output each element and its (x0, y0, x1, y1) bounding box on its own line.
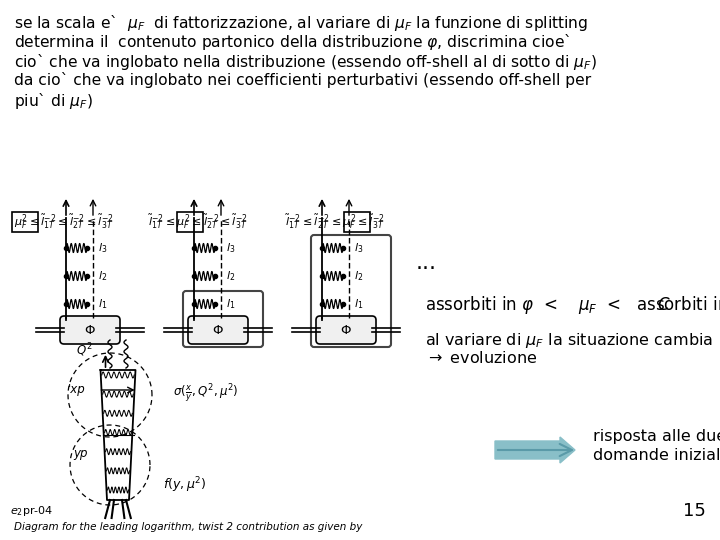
FancyArrow shape (495, 437, 575, 463)
FancyBboxPatch shape (316, 316, 376, 344)
Text: $Q^2$: $Q^2$ (76, 341, 93, 359)
Text: $\mu_F^2 \leq \tilde{l}_{1T}^{-2} \leq \tilde{l}_{2T}^{-2} \leq \tilde{l}_{3T}^{: $\mu_F^2 \leq \tilde{l}_{1T}^{-2} \leq \… (14, 213, 114, 231)
Text: al variare di $\mu_F$ la situazione cambia: al variare di $\mu_F$ la situazione camb… (425, 330, 713, 349)
Text: 'xp: 'xp (68, 383, 86, 396)
FancyBboxPatch shape (60, 316, 120, 344)
Text: $l_3$: $l_3$ (226, 241, 235, 255)
Text: $f(y, \mu^2)$: $f(y, \mu^2)$ (163, 475, 207, 495)
Text: risposta alle due: risposta alle due (593, 429, 720, 443)
Text: $l_3$: $l_3$ (98, 241, 107, 255)
Text: $\sigma(\frac{x}{y}, Q^2, \mu^2)$: $\sigma(\frac{x}{y}, Q^2, \mu^2)$ (173, 382, 238, 404)
FancyBboxPatch shape (188, 316, 248, 344)
Text: ...: ... (416, 253, 437, 273)
Text: $\rightarrow$ evoluzione: $\rightarrow$ evoluzione (425, 350, 537, 366)
Text: cio` che va inglobato nella distribuzione (essendo off-shell al di sotto di $\mu: cio` che va inglobato nella distribuzion… (14, 52, 597, 72)
Text: yp: yp (73, 447, 88, 460)
Text: $C$: $C$ (657, 296, 670, 314)
Text: $l_2$: $l_2$ (98, 269, 107, 283)
Text: $\Phi$: $\Phi$ (84, 323, 96, 336)
Text: piu` di $\mu_F$): piu` di $\mu_F$) (14, 91, 93, 111)
Text: $e_2$pr-04: $e_2$pr-04 (10, 504, 53, 518)
Text: $\Phi$: $\Phi$ (340, 323, 352, 336)
Text: $l_2$: $l_2$ (354, 269, 363, 283)
Text: $l_1$: $l_1$ (226, 297, 235, 311)
Text: se la scala e`  $\mu_F$  di fattorizzazione, al variare di $\mu_F$ la funzione d: se la scala e` $\mu_F$ di fattorizzazion… (14, 13, 588, 33)
Text: 15: 15 (683, 502, 706, 520)
Text: da cio` che va inglobato nei coefficienti perturbativi (essendo off-shell per: da cio` che va inglobato nei coefficient… (14, 71, 591, 87)
Text: assorbiti in $\varphi$  <    $\mu_F$  <   assorbiti in: assorbiti in $\varphi$ < $\mu_F$ < assor… (425, 294, 720, 316)
Text: $l_1$: $l_1$ (98, 297, 107, 311)
Text: Diagram for the leading logarithm, twist 2 contribution as given by: Diagram for the leading logarithm, twist… (14, 522, 362, 532)
Text: $l_1$: $l_1$ (354, 297, 364, 311)
Text: $l_2$: $l_2$ (226, 269, 235, 283)
Text: $\Phi$: $\Phi$ (212, 323, 224, 336)
Text: $l_3$: $l_3$ (354, 241, 364, 255)
Text: determina il  contenuto partonico della distribuzione $\varphi$, discrimina cioe: determina il contenuto partonico della d… (14, 32, 570, 52)
Text: $\tilde{l}_{1T}^{-2} \leq \tilde{l}_{2T}^{-2} \leq \mu_F^2 \leq \tilde{l}_{3T}^{: $\tilde{l}_{1T}^{-2} \leq \tilde{l}_{2T}… (285, 213, 384, 231)
Text: domande iniziali: domande iniziali (593, 448, 720, 462)
Text: $\tilde{l}_{1T}^{-2} \leq \mu_F^2 \leq \tilde{l}_{2T}^{-2} \leq \tilde{l}_{3T}^{: $\tilde{l}_{1T}^{-2} \leq \mu_F^2 \leq \… (148, 213, 248, 231)
